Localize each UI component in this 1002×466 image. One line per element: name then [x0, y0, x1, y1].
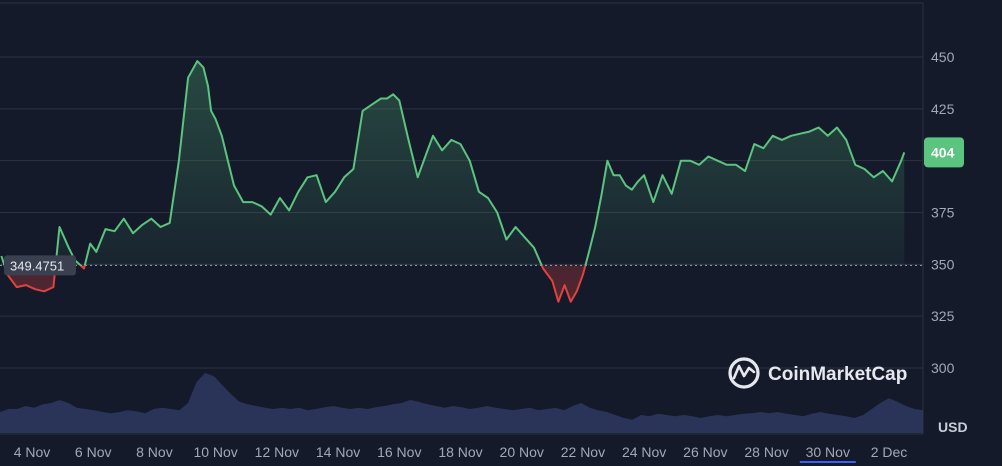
y-tick-label: 450 [931, 49, 955, 65]
x-tick-label: 30 Nov [806, 444, 850, 460]
x-tick-label: 18 Nov [438, 444, 482, 460]
price-line-up [0, 60, 906, 266]
x-tick-label: 22 Nov [561, 444, 605, 460]
x-tick-label: 14 Nov [316, 444, 360, 460]
x-tick-label: 6 Nov [75, 444, 112, 460]
x-tick-label: 12 Nov [255, 444, 299, 460]
x-tick-label: 24 Nov [622, 444, 666, 460]
x-tick-label: 2 Dec [871, 444, 908, 460]
y-tick-label: 375 [931, 205, 955, 221]
y-axis: 300325350375400425450 [931, 49, 955, 376]
volume-area [0, 373, 923, 433]
baseline-badge: 349.4751 [4, 255, 76, 276]
x-tick-label: 16 Nov [377, 444, 421, 460]
x-tick-label: 10 Nov [193, 444, 237, 460]
current-price-badge: 404 [924, 137, 964, 168]
x-tick-label: 4 Nov [14, 444, 51, 460]
watermark-text: CoinMarketCap [768, 364, 907, 385]
y-tick-label: 350 [931, 256, 955, 272]
volume-bars [0, 373, 923, 433]
current-price-badge-box [924, 137, 964, 168]
coinmarketcap-logo-icon [728, 357, 760, 389]
currency-label: USD [938, 419, 968, 435]
baseline-badge-box [4, 255, 76, 276]
x-axis: 4 Nov 6 Nov 8 Nov 10 Nov 12 Nov 14 Nov 16 Nov 1… [14, 444, 908, 463]
x-tick-label: 26 Nov [683, 444, 727, 460]
watermark: CoinMarketCap [728, 357, 907, 389]
x-tick-label: 28 Nov [744, 444, 788, 460]
price-series [0, 60, 906, 303]
baseline-value-label: 349.4751 [10, 258, 64, 273]
y-tick-label: 300 [931, 360, 955, 376]
x-tick-label: 8 Nov [136, 444, 173, 460]
price-area-up [1, 61, 905, 266]
x-tick-label: 20 Nov [500, 444, 544, 460]
y-tick-label: 325 [931, 308, 955, 324]
y-tick-label: 425 [931, 101, 955, 117]
current-price-label: 404 [931, 144, 955, 160]
